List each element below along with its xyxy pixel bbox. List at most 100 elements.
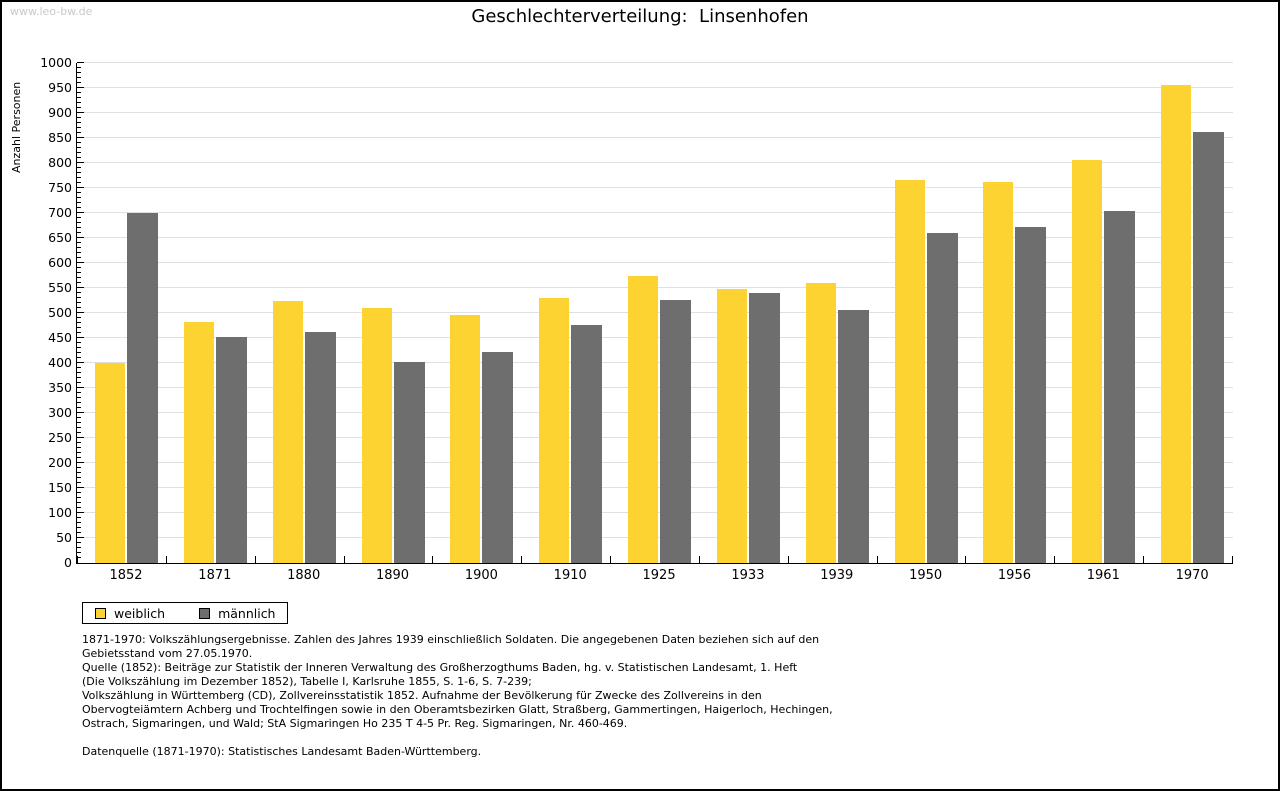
y-axis-tick bbox=[77, 532, 81, 533]
legend-label-weiblich: weiblich bbox=[114, 605, 166, 621]
footnote-line: (Die Volkszählung im Dezember 1852), Tab… bbox=[82, 675, 532, 688]
y-axis-tick bbox=[77, 372, 81, 373]
x-axis-label-1939: 1939 bbox=[820, 568, 854, 583]
gridline bbox=[77, 262, 1233, 263]
chart-legend: weiblich männlich bbox=[82, 602, 289, 624]
y-axis-tick bbox=[77, 297, 81, 298]
y-axis-tick bbox=[77, 397, 81, 398]
y-axis-tick bbox=[77, 422, 81, 423]
y-axis-tick bbox=[77, 222, 81, 223]
y-axis-tick bbox=[77, 272, 81, 273]
legend-item-weiblich: weiblich bbox=[95, 606, 165, 621]
y-axis-tick bbox=[77, 557, 81, 558]
x-axis-tick bbox=[965, 556, 967, 563]
y-axis-tick-label: 0 bbox=[64, 555, 72, 570]
bar-männlich-1939 bbox=[837, 309, 869, 563]
y-axis-tick-label: 1000 bbox=[40, 55, 72, 70]
gridline bbox=[77, 62, 1233, 63]
y-axis-tick bbox=[77, 172, 81, 173]
y-axis-tick bbox=[77, 337, 84, 338]
y-axis-tick bbox=[77, 347, 81, 348]
bar-weiblich-1970 bbox=[1161, 85, 1192, 563]
y-axis-tick bbox=[77, 367, 81, 368]
y-axis-tick bbox=[77, 552, 81, 553]
y-axis-tick bbox=[77, 307, 81, 308]
y-axis-tick bbox=[77, 517, 81, 518]
watermark-text: www.leo-bw.de bbox=[10, 5, 93, 18]
x-axis-tick bbox=[343, 556, 345, 563]
y-axis-tick bbox=[77, 402, 81, 403]
bar-männlich-1950 bbox=[926, 232, 958, 563]
y-axis-tick bbox=[77, 157, 81, 158]
y-axis-tick bbox=[77, 317, 81, 318]
y-axis-tick bbox=[77, 182, 81, 183]
y-axis-tick bbox=[77, 82, 81, 83]
y-axis-tick-label: 550 bbox=[48, 280, 72, 295]
x-axis-tick bbox=[1232, 556, 1233, 563]
x-axis-label-1970: 1970 bbox=[1175, 568, 1209, 583]
gridline bbox=[77, 212, 1233, 213]
y-axis-tick-label: 500 bbox=[48, 305, 72, 320]
legend-item-männlich: männlich bbox=[199, 606, 275, 621]
footnote-line: Gebietsstand vom 27.05.1970. bbox=[82, 647, 253, 660]
y-axis-tick bbox=[77, 417, 81, 418]
y-axis-tick bbox=[77, 117, 81, 118]
bar-weiblich-1950 bbox=[894, 180, 925, 563]
y-axis-tick bbox=[77, 252, 81, 253]
y-axis-tick-label: 350 bbox=[48, 380, 72, 395]
bar-weiblich-1925 bbox=[628, 275, 659, 563]
y-axis-tick-label: 800 bbox=[48, 155, 72, 170]
x-axis-label-1950: 1950 bbox=[909, 568, 943, 583]
y-axis-tick bbox=[77, 302, 81, 303]
y-axis-tick bbox=[77, 312, 84, 313]
y-axis-tick bbox=[77, 412, 84, 413]
y-axis-tick-label: 450 bbox=[48, 330, 72, 345]
y-axis-tick bbox=[77, 332, 81, 333]
y-axis-tick bbox=[77, 177, 81, 178]
y-axis-tick-label: 700 bbox=[48, 205, 72, 220]
x-axis-label-1852: 1852 bbox=[109, 568, 143, 583]
x-axis-label-1925: 1925 bbox=[642, 568, 676, 583]
y-axis-tick bbox=[77, 277, 81, 278]
x-axis-tick bbox=[165, 556, 167, 563]
y-axis-tick bbox=[77, 362, 84, 363]
y-axis-tick bbox=[77, 237, 84, 238]
bar-weiblich-1910 bbox=[539, 297, 570, 563]
legend-swatch-männlich bbox=[199, 607, 211, 619]
y-axis-tick bbox=[77, 72, 81, 73]
y-axis-tick bbox=[77, 162, 84, 163]
footnote-line: Obervogteiämtern Achberg und Trochtelfin… bbox=[82, 703, 833, 716]
y-axis-tick bbox=[77, 502, 81, 503]
footnote-lines: 1871-1970: Volkszählungsergebnisse. Zahl… bbox=[82, 633, 833, 731]
bar-männlich-1890 bbox=[393, 361, 425, 563]
y-axis-tick-label: 150 bbox=[48, 480, 72, 495]
y-axis-tick bbox=[77, 547, 81, 548]
bar-weiblich-1933 bbox=[716, 289, 747, 563]
y-axis-tick bbox=[77, 122, 81, 123]
bar-weiblich-1956 bbox=[983, 182, 1014, 563]
bar-männlich-1956 bbox=[1015, 226, 1047, 563]
y-axis-tick bbox=[77, 327, 81, 328]
y-axis-tick bbox=[77, 257, 81, 258]
x-axis-label-1910: 1910 bbox=[553, 568, 587, 583]
legend-label-männlich: männlich bbox=[218, 605, 276, 621]
y-axis-tick-label: 50 bbox=[56, 530, 72, 545]
y-axis-tick-label: 950 bbox=[48, 80, 72, 95]
y-axis-tick bbox=[77, 92, 81, 93]
y-axis-tick bbox=[77, 192, 81, 193]
y-axis-tick-label: 750 bbox=[48, 180, 72, 195]
y-axis-tick bbox=[77, 107, 81, 108]
y-axis-tick bbox=[77, 537, 84, 538]
y-axis-tick bbox=[77, 137, 84, 138]
y-axis-tick bbox=[77, 542, 81, 543]
bar-weiblich-1900 bbox=[450, 315, 481, 563]
y-axis-tick bbox=[77, 292, 81, 293]
gridline bbox=[77, 187, 1233, 188]
bar-männlich-1880 bbox=[304, 332, 336, 563]
bar-männlich-1925 bbox=[660, 300, 692, 563]
gridline bbox=[77, 237, 1233, 238]
bar-weiblich-1871 bbox=[183, 321, 214, 563]
x-axis-label-1961: 1961 bbox=[1086, 568, 1120, 583]
y-axis-tick bbox=[77, 232, 81, 233]
x-axis-label-1933: 1933 bbox=[731, 568, 765, 583]
